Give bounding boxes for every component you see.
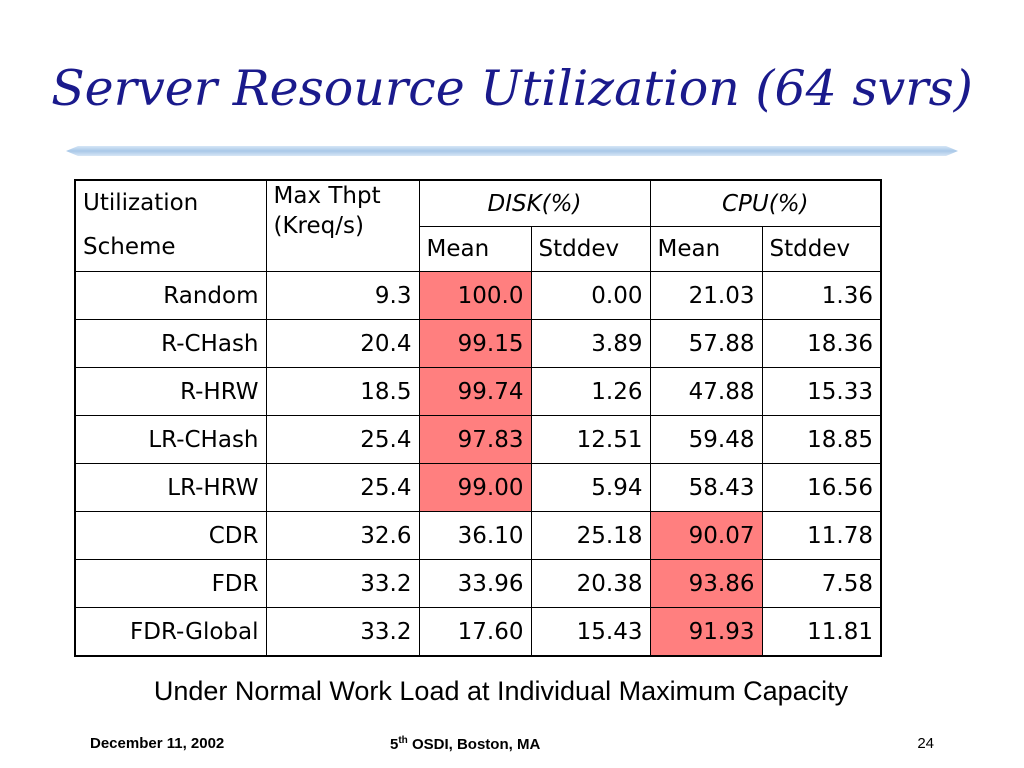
header-cpu-mean: Mean xyxy=(649,226,763,272)
cell-scheme: FDR xyxy=(74,559,267,608)
header-max-thpt: Max Thpt (Kreq/s) xyxy=(265,179,420,272)
cell-scheme: R-HRW xyxy=(74,367,267,416)
header-scheme-line1: Utilization xyxy=(83,190,199,216)
cell-cpu-mean: 90.07 xyxy=(649,511,763,560)
cell-thpt: 18.5 xyxy=(265,367,420,416)
table-row: LR-CHash 25.4 97.83 12.51 59.48 18.85 xyxy=(74,415,882,464)
cell-cpu-std: 18.36 xyxy=(761,319,882,368)
cell-disk-mean: 99.00 xyxy=(418,463,532,512)
cell-cpu-mean: 59.48 xyxy=(649,415,763,464)
cell-disk-mean: 36.10 xyxy=(418,511,532,560)
footer-conf-number: 5 xyxy=(390,736,399,753)
cell-thpt: 25.4 xyxy=(265,415,420,464)
cell-scheme: Random xyxy=(74,271,267,320)
cell-scheme: R-CHash xyxy=(74,319,267,368)
utilization-table: Utilization Scheme Max Thpt (Kreq/s) DISK(… xyxy=(74,179,882,657)
header-thpt-line1: Max Thpt xyxy=(273,183,381,209)
cell-cpu-mean: 93.86 xyxy=(649,559,763,608)
utilization-table-container: Utilization Scheme Max Thpt (Kreq/s) DISK(… xyxy=(74,179,882,657)
header-disk: DISK(%) xyxy=(418,179,651,227)
header-row-1: Utilization Scheme Max Thpt (Kreq/s) DISK(… xyxy=(74,179,882,272)
cell-disk-std: 12.51 xyxy=(530,415,651,464)
cell-cpu-std: 11.78 xyxy=(761,511,882,560)
table-row: Random 9.3 100.0 0.00 21.03 1.36 xyxy=(74,271,882,320)
header-cpu: CPU(%) xyxy=(649,179,882,227)
table-row: CDR 32.6 36.10 25.18 90.07 11.78 xyxy=(74,511,882,560)
cell-thpt: 25.4 xyxy=(265,463,420,512)
cell-disk-std: 15.43 xyxy=(530,607,651,657)
footer-conf-superscript: th xyxy=(398,735,408,746)
cell-cpu-mean: 58.43 xyxy=(649,463,763,512)
cell-cpu-std: 11.81 xyxy=(761,607,882,657)
cell-disk-std: 5.94 xyxy=(530,463,651,512)
table-row: LR-HRW 25.4 99.00 5.94 58.43 16.56 xyxy=(74,463,882,512)
cell-cpu-mean: 57.88 xyxy=(649,319,763,368)
title-divider xyxy=(66,146,958,156)
cell-disk-std: 0.00 xyxy=(530,271,651,320)
cell-thpt: 20.4 xyxy=(265,319,420,368)
cell-disk-std: 1.26 xyxy=(530,367,651,416)
header-disk-stddev: Stddev xyxy=(530,226,651,272)
header-cpu-stddev: Stddev xyxy=(761,226,882,272)
cell-disk-std: 3.89 xyxy=(530,319,651,368)
header-thpt-line2: (Kreq/s) xyxy=(273,213,364,239)
cell-scheme: FDR-Global xyxy=(74,607,267,657)
header-scheme: Utilization Scheme xyxy=(74,179,267,272)
table-row: FDR-Global 33.2 17.60 15.43 91.93 11.81 xyxy=(74,607,882,657)
header-scheme-line2: Scheme xyxy=(83,234,176,260)
cell-disk-std: 25.18 xyxy=(530,511,651,560)
cell-cpu-std: 15.33 xyxy=(761,367,882,416)
cell-scheme: CDR xyxy=(74,511,267,560)
cell-disk-mean: 33.96 xyxy=(418,559,532,608)
table-row: FDR 33.2 33.96 20.38 93.86 7.58 xyxy=(74,559,882,608)
cell-cpu-std: 1.36 xyxy=(761,271,882,320)
cell-thpt: 32.6 xyxy=(265,511,420,560)
cell-scheme: LR-CHash xyxy=(74,415,267,464)
footer-conference: 5th OSDI, Boston, MA xyxy=(390,735,540,753)
cell-disk-mean: 99.74 xyxy=(418,367,532,416)
cell-thpt: 9.3 xyxy=(265,271,420,320)
footer-date: December 11, 2002 xyxy=(90,735,225,752)
footer-conf-text: OSDI, Boston, MA xyxy=(407,736,541,753)
cell-disk-mean: 97.83 xyxy=(418,415,532,464)
cell-cpu-mean: 21.03 xyxy=(649,271,763,320)
cell-disk-mean: 99.15 xyxy=(418,319,532,368)
cell-cpu-std: 18.85 xyxy=(761,415,882,464)
table-body: Random 9.3 100.0 0.00 21.03 1.36 R-CHash 20.4 99… xyxy=(74,271,882,657)
cell-scheme: LR-HRW xyxy=(74,463,267,512)
cell-cpu-std: 16.56 xyxy=(761,463,882,512)
table-row: R-HRW 18.5 99.74 1.26 47.88 15.33 xyxy=(74,367,882,416)
cell-cpu-mean: 91.93 xyxy=(649,607,763,657)
cell-disk-mean: 100.0 xyxy=(418,271,532,320)
footer-page-number: 24 xyxy=(917,735,934,752)
cell-cpu-mean: 47.88 xyxy=(649,367,763,416)
cell-thpt: 33.2 xyxy=(265,559,420,608)
table-row: R-CHash 20.4 99.15 3.89 57.88 18.36 xyxy=(74,319,882,368)
cell-cpu-std: 7.58 xyxy=(761,559,882,608)
header-disk-mean: Mean xyxy=(418,226,532,272)
cell-thpt: 33.2 xyxy=(265,607,420,657)
slide-title: Server Resource Utilization (64 svrs) xyxy=(51,60,973,117)
slide-caption: Under Normal Work Load at Individual Max… xyxy=(153,676,849,706)
cell-disk-mean: 17.60 xyxy=(418,607,532,657)
cell-disk-std: 20.38 xyxy=(530,559,651,608)
